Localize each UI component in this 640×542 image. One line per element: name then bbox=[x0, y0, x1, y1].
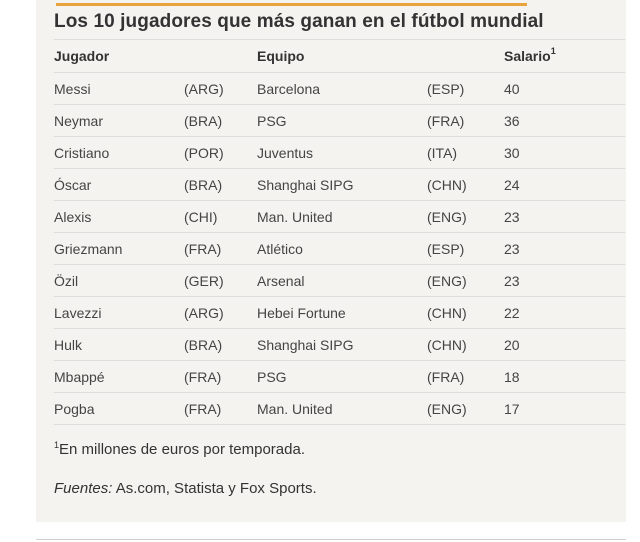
cell-player-country: (BRA) bbox=[184, 104, 257, 137]
table-row: Alexis (CHI) Man. United (ENG) 23 bbox=[54, 200, 625, 233]
sources-text: As.com, Statista y Fox Sports. bbox=[112, 480, 317, 497]
cell-team: Man. United bbox=[257, 392, 427, 425]
cell-player-country: (ARG) bbox=[184, 296, 257, 329]
footnote-marker: 1 bbox=[54, 440, 60, 450]
cell-player: Alexis bbox=[54, 200, 184, 233]
cell-player-country: (ARG) bbox=[184, 72, 257, 105]
header-salary-footnote-marker: 1 bbox=[550, 46, 556, 56]
cell-team: Man. United bbox=[257, 200, 427, 233]
cell-team: Juventus bbox=[257, 136, 427, 169]
table-row: Griezmann (FRA) Atlético (ESP) 23 bbox=[54, 232, 625, 265]
cell-team-country: (ENG) bbox=[427, 392, 504, 425]
cell-salary: 40 bbox=[504, 72, 625, 105]
cell-player-country: (FRA) bbox=[184, 360, 257, 393]
table-row: Lavezzi (ARG) Hebei Fortune (CHN) 22 bbox=[54, 296, 625, 329]
cell-player: Lavezzi bbox=[54, 296, 184, 329]
cell-team-country: (ITA) bbox=[427, 136, 504, 169]
players-table: Jugador Equipo Salario1 Messi (ARG) Barcel… bbox=[54, 39, 625, 425]
cell-player-country: (CHI) bbox=[184, 200, 257, 233]
bottom-divider bbox=[36, 539, 626, 540]
cell-team: Hebei Fortune bbox=[257, 296, 427, 329]
table-row: Neymar (BRA) PSG (FRA) 36 bbox=[54, 104, 625, 137]
cell-team-country: (ESP) bbox=[427, 232, 504, 265]
cell-salary: 36 bbox=[504, 104, 625, 137]
cell-player-country: (BRA) bbox=[184, 168, 257, 201]
salary-table-card: Los 10 jugadores que más ganan en el fút… bbox=[36, 0, 626, 522]
sources: Fuentes: As.com, Statista y Fox Sports. bbox=[54, 480, 317, 497]
cell-team-country: (FRA) bbox=[427, 104, 504, 137]
table-row: Hulk (BRA) Shanghai SIPG (CHN) 20 bbox=[54, 328, 625, 361]
cell-team: Barcelona bbox=[257, 72, 427, 105]
cell-player: Hulk bbox=[54, 328, 184, 361]
cell-salary: 22 bbox=[504, 296, 625, 329]
cell-salary: 18 bbox=[504, 360, 625, 393]
table-row: Özil (GER) Arsenal (ENG) 23 bbox=[54, 264, 625, 297]
cell-salary: 30 bbox=[504, 136, 625, 169]
sources-label: Fuentes: bbox=[54, 480, 113, 497]
cell-salary: 23 bbox=[504, 264, 625, 297]
header-team-country bbox=[427, 39, 504, 73]
header-player: Jugador bbox=[54, 39, 184, 73]
header-salary: Salario1 bbox=[504, 39, 625, 73]
cell-team-country: (ESP) bbox=[427, 72, 504, 105]
cell-salary: 17 bbox=[504, 392, 625, 425]
cell-team-country: (FRA) bbox=[427, 360, 504, 393]
cell-player: Pogba bbox=[54, 392, 184, 425]
table-header-row: Jugador Equipo Salario1 bbox=[54, 39, 625, 73]
cell-player: Griezmann bbox=[54, 232, 184, 265]
cell-team: PSG bbox=[257, 104, 427, 137]
table-row: Cristiano (POR) Juventus (ITA) 30 bbox=[54, 136, 625, 169]
cell-team: Shanghai SIPG bbox=[257, 168, 427, 201]
cell-team: Arsenal bbox=[257, 264, 427, 297]
footnote-text: En millones de euros por temporada. bbox=[59, 441, 305, 458]
cell-team-country: (ENG) bbox=[427, 264, 504, 297]
cell-salary: 20 bbox=[504, 328, 625, 361]
cell-salary: 23 bbox=[504, 200, 625, 233]
table-title: Los 10 jugadores que más ganan en el fút… bbox=[54, 11, 544, 32]
cell-team: PSG bbox=[257, 360, 427, 393]
cell-team-country: (CHN) bbox=[427, 168, 504, 201]
header-team: Equipo bbox=[257, 39, 427, 73]
cell-player-country: (FRA) bbox=[184, 232, 257, 265]
cell-player-country: (GER) bbox=[184, 264, 257, 297]
cell-player: Cristiano bbox=[54, 136, 184, 169]
cell-player: Mbappé bbox=[54, 360, 184, 393]
cell-salary: 24 bbox=[504, 168, 625, 201]
cell-player: Özil bbox=[54, 264, 184, 297]
table-row: Mbappé (FRA) PSG (FRA) 18 bbox=[54, 360, 625, 393]
cell-player-country: (FRA) bbox=[184, 392, 257, 425]
cell-team: Shanghai SIPG bbox=[257, 328, 427, 361]
cell-player-country: (POR) bbox=[184, 136, 257, 169]
cell-team-country: (CHN) bbox=[427, 296, 504, 329]
cell-player: Messi bbox=[54, 72, 184, 105]
cell-team-country: (ENG) bbox=[427, 200, 504, 233]
cell-salary: 23 bbox=[504, 232, 625, 265]
cell-player-country: (BRA) bbox=[184, 328, 257, 361]
cell-player: Neymar bbox=[54, 104, 184, 137]
table-row: Óscar (BRA) Shanghai SIPG (CHN) 24 bbox=[54, 168, 625, 201]
cell-team-country: (CHN) bbox=[427, 328, 504, 361]
cell-team: Atlético bbox=[257, 232, 427, 265]
table-row: Messi (ARG) Barcelona (ESP) 40 bbox=[54, 72, 625, 105]
table-row: Pogba (FRA) Man. United (ENG) 17 bbox=[54, 392, 625, 425]
accent-bar bbox=[56, 3, 527, 6]
footnote: 1En millones de euros por temporada. bbox=[54, 440, 305, 458]
header-salary-label: Salario bbox=[504, 48, 551, 64]
header-player-country bbox=[184, 39, 257, 73]
cell-player: Óscar bbox=[54, 168, 184, 201]
